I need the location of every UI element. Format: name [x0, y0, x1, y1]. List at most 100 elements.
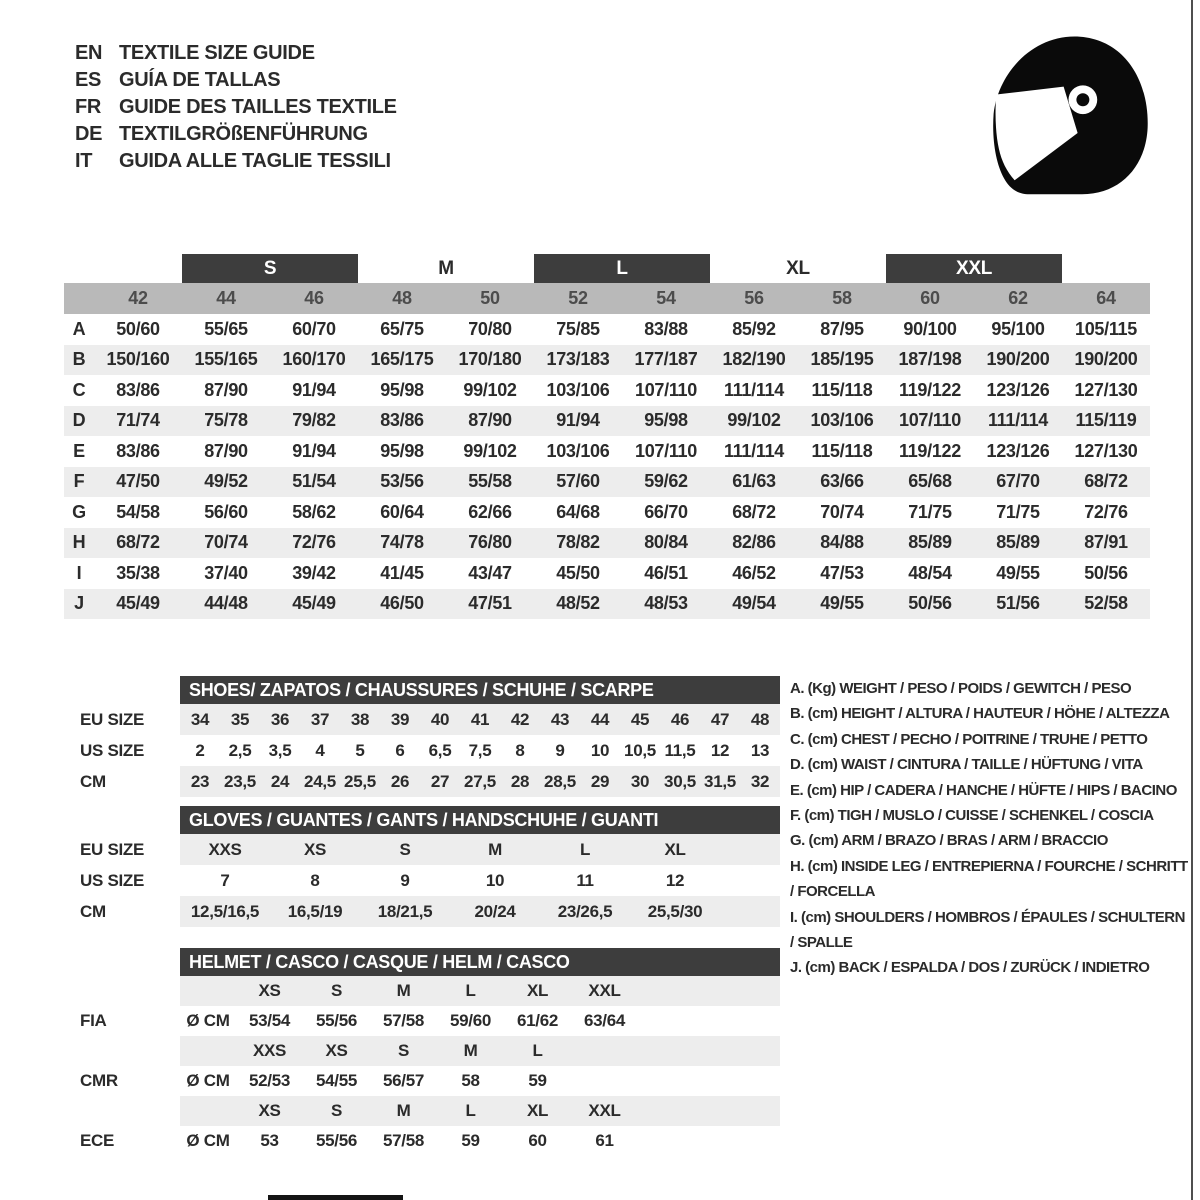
- size-row-label: E: [73, 440, 85, 461]
- size-cell: 51/56: [996, 593, 1040, 614]
- helmet-size-cell: S: [330, 1101, 343, 1120]
- size-value-cell: 6: [395, 740, 405, 760]
- size-cell: 185/195: [810, 349, 874, 370]
- size-table-row: C 83/86 87/90 91/94 95/98 99/102 103/106 107/11…: [64, 375, 1150, 406]
- shoes-row-labels: EU SIZE US SIZE CM: [80, 676, 180, 797]
- size-value-cell: 16,5/19: [287, 901, 343, 921]
- size-value-cell: 45: [630, 709, 650, 729]
- size-value-cell: 3,5: [268, 740, 292, 760]
- helmet-value-cell: 57/58: [382, 1011, 425, 1030]
- helmet-standard-label: FIA: [80, 1011, 107, 1030]
- size-value-cell: 25,5/30: [647, 901, 703, 921]
- helmet-value-cell: 53/54: [248, 1011, 291, 1030]
- size-value-cell: 30: [630, 771, 650, 791]
- size-column-header: 56: [744, 288, 764, 308]
- size-cell: 190/200: [1074, 349, 1138, 370]
- size-value-cell: 7: [220, 870, 230, 890]
- size-cell: 53/56: [380, 471, 424, 492]
- size-cell: 37/40: [204, 562, 248, 583]
- size-column-header: 64: [1096, 288, 1116, 308]
- size-cell: 50/56: [908, 593, 952, 614]
- size-value-cell: 9: [400, 870, 410, 890]
- helmet-standard-spacer: [80, 1036, 180, 1066]
- size-cell: 105/115: [1075, 318, 1137, 339]
- size-cell: 115/118: [811, 440, 873, 461]
- size-cell: 48/53: [644, 593, 688, 614]
- legend-item: H. (cm) INSIDE LEG / ENTREPIERNA / FOURC…: [790, 857, 1188, 901]
- size-row-label: C: [72, 379, 86, 400]
- gloves-row: XXS XS S M L XL: [180, 834, 780, 865]
- size-column-header: 54: [656, 288, 676, 308]
- legend-item: C. (cm) CHEST / PECHO / POITRINE / TRUHE…: [790, 730, 1148, 748]
- size-value-cell: 44: [590, 709, 610, 729]
- size-value-cell: 26: [390, 771, 410, 791]
- size-band: XL: [786, 257, 810, 279]
- size-value-cell: 11: [576, 870, 594, 890]
- helmet-value-cell: 57/58: [382, 1131, 425, 1150]
- size-cell: 127/130: [1074, 379, 1138, 400]
- size-cell: 99/102: [727, 410, 781, 431]
- helmet-row-labels: FIA CMR ECE: [80, 948, 180, 1156]
- page-edge-line: [1191, 0, 1193, 1200]
- size-cell: 127/130: [1074, 440, 1138, 461]
- size-cell: 84/88: [820, 532, 864, 553]
- size-cell: 70/74: [820, 501, 864, 522]
- size-cell: 47/51: [468, 593, 512, 614]
- size-value-cell: 47: [710, 709, 730, 729]
- size-cell: 83/86: [116, 440, 160, 461]
- helmet-unit-cell: Ø CM: [186, 1011, 230, 1030]
- helmet-size-spacer: [180, 1036, 236, 1066]
- size-column-header: 52: [568, 288, 588, 308]
- size-cell: 46/50: [380, 593, 424, 614]
- size-cell: 67/70: [996, 471, 1040, 492]
- helmet-value-cell: 63/64: [583, 1011, 626, 1030]
- legend-item: A. (Kg) WEIGHT / PESO / POIDS / GEWITCH …: [790, 680, 1132, 697]
- size-cell: 103/106: [810, 410, 874, 431]
- size-value-cell: 2: [195, 740, 205, 760]
- size-cell: 90/100: [903, 318, 957, 339]
- size-value-cell: 40: [430, 709, 450, 729]
- size-table-row: A 50/60 55/65 60/70 65/75 70/80 75/85 83/88 85/9…: [64, 314, 1150, 345]
- size-value-cell: 9: [555, 740, 565, 760]
- helmet-value-cell: 53: [260, 1131, 279, 1150]
- size-cell: 107/110: [635, 440, 697, 461]
- size-cell: 48/54: [908, 562, 952, 583]
- size-column-header: 58: [832, 288, 852, 308]
- size-cell: 85/92: [732, 318, 776, 339]
- size-cell: 75/78: [204, 410, 248, 431]
- helmet-size-row: XS S M L XL XXL: [180, 1096, 780, 1126]
- gloves-section-header: GLOVES / GUANTES / GANTS / HANDSCHUHE / …: [180, 806, 780, 834]
- language-code: IT: [75, 150, 93, 172]
- language-label: GUIDA ALLE TAGLIE TESSILI: [119, 150, 391, 172]
- size-value-cell: 36: [270, 709, 290, 729]
- helmet-value-cell: 54/55: [315, 1071, 358, 1090]
- size-cell: 160/170: [282, 349, 346, 370]
- helmet-size-cell: XL: [526, 1101, 549, 1120]
- helmet-standard-label: ECE: [80, 1131, 115, 1150]
- size-value-cell: 27: [430, 771, 450, 791]
- size-cell: 39/42: [292, 562, 336, 583]
- gloves-row: 12,5/16,5 16,5/19 18/21,5 20/24 23/26,5 25,5/…: [180, 896, 780, 927]
- size-value-cell: 28,5: [544, 771, 576, 791]
- size-cell: 44/48: [204, 593, 248, 614]
- size-cell: 177/187: [634, 349, 698, 370]
- size-cell: 85/89: [996, 532, 1040, 553]
- size-column-header-row: 42 44 46 48 50 52 54 56 58 60 62 64: [64, 283, 1150, 314]
- size-value-cell: 23: [190, 771, 210, 791]
- size-band: S: [182, 254, 358, 283]
- helmet-size-row: XS S M L XL XXL: [180, 976, 780, 1006]
- helmet-size-cell: S: [330, 981, 343, 1000]
- helmet-standard-spacer: [80, 976, 180, 1006]
- size-cell: 62/66: [468, 501, 512, 522]
- helmet-value-cell: 59: [461, 1131, 480, 1150]
- helmet-size-cell: [571, 1036, 638, 1066]
- shoes-table-body: 34 35 36 37 38 39 40 41 42 43 44 45 46 47 48 2 2,5 3,5 4 5 6…: [180, 704, 780, 797]
- size-table-row: B 150/160 155/165 160/170 165/175 170/180 173/…: [64, 344, 1150, 375]
- size-cell: 60/70: [292, 318, 336, 339]
- helmet-section: FIA CMR ECE HELMET / CASCO / CASQUE / HELM…: [80, 948, 780, 1156]
- size-cell: 68/72: [1084, 471, 1128, 492]
- size-row-label: J: [74, 593, 84, 614]
- size-cell: 61/63: [732, 471, 776, 492]
- size-cell: 170/180: [458, 349, 522, 370]
- size-value-cell: 20/24: [474, 901, 516, 921]
